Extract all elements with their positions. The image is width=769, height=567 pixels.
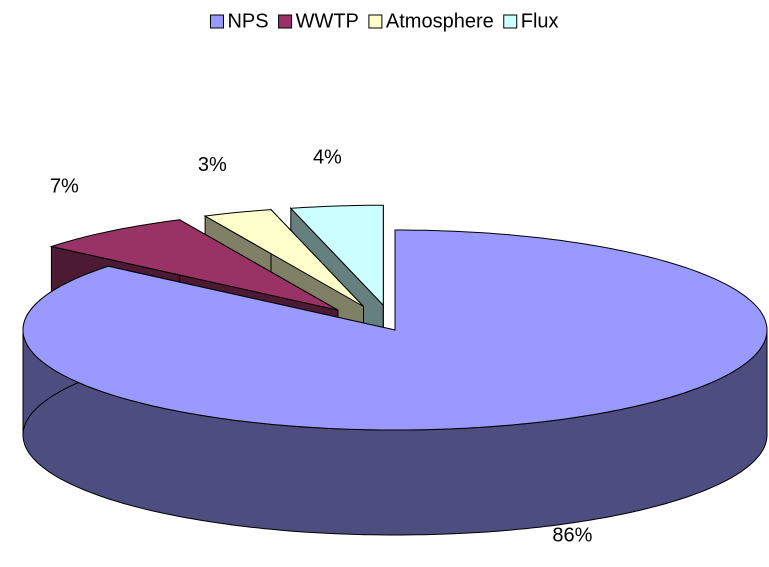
legend-label: WWTP [296, 10, 359, 32]
slice [289, 204, 384, 307]
legend-swatch [209, 14, 224, 29]
legend: NPS WWTP Atmosphere Flux [209, 10, 559, 32]
slice [22, 229, 768, 431]
plot-area: 86% 7% 3% 4% [22, 146, 768, 547]
slice [49, 219, 339, 311]
legend-label: NPS [227, 10, 268, 32]
data-label: 7% [50, 176, 79, 198]
legend-label: Flux [521, 10, 559, 32]
slice [203, 209, 364, 307]
legend-swatch [368, 14, 383, 29]
legend-swatch [503, 14, 518, 29]
data-label: 3% [198, 154, 227, 176]
legend-label: Atmosphere [386, 10, 494, 32]
data-label: 4% [313, 146, 342, 168]
legend-swatch [278, 14, 293, 29]
data-label: 86% [552, 525, 592, 547]
